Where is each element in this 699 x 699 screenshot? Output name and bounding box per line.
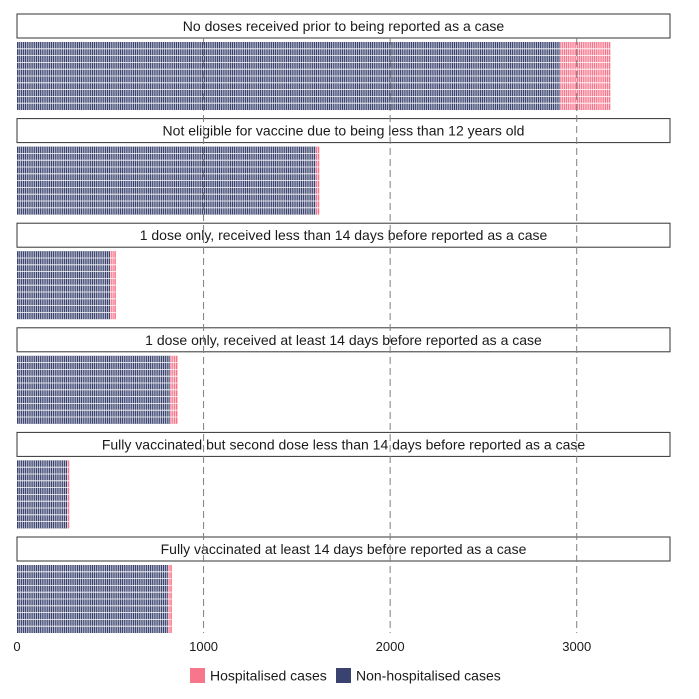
facet-panel-6: Fully vaccinated at least 14 days before… [16, 536, 671, 633]
facet-title: 1 dose only, received less than 14 days … [140, 227, 548, 243]
waffle-grid [17, 460, 70, 529]
waffle-grid [17, 146, 320, 215]
x-tick-label: 1000 [189, 639, 218, 654]
grid-layer [203, 38, 578, 633]
facet-strip [16, 118, 671, 144]
facet-panel-2: Not eligible for vaccine due to being le… [16, 118, 671, 215]
legend-item: Non-hospitalised cases [336, 668, 501, 684]
facet-title: Fully vaccinated at least 14 days before… [161, 541, 527, 557]
legend-label: Hospitalised cases [210, 668, 327, 684]
legend-swatch [336, 668, 351, 683]
legend: Hospitalised cases Non-hospitalised cases [190, 668, 501, 684]
x-tick-label: 0 [13, 639, 20, 654]
facet-strip [16, 327, 671, 353]
facet-strip [16, 431, 671, 457]
waffle-grid [17, 565, 172, 633]
facet-strip [16, 222, 671, 248]
facet-panel-5: Fully vaccinated but second dose less th… [16, 431, 671, 529]
facet-panel-4: 1 dose only, received at least 14 days b… [16, 327, 671, 424]
facet-title: Fully vaccinated but second dose less th… [102, 436, 586, 452]
facet-strip [16, 536, 671, 562]
x-tick-label: 2000 [376, 639, 405, 654]
x-tick-label: 3000 [562, 639, 591, 654]
waffle-grid [17, 42, 611, 110]
waffle-grid [17, 355, 178, 424]
legend-item: Hospitalised cases [190, 668, 327, 684]
legend-swatch [190, 668, 205, 683]
legend-label: Non-hospitalised cases [356, 668, 501, 684]
facet-title: 1 dose only, received at least 14 days b… [145, 332, 542, 348]
facet-panel-1: No doses received prior to being reporte… [16, 13, 671, 110]
x-axis-ticks: 0 1000 2000 3000 [13, 639, 591, 654]
facet-title: No doses received prior to being reporte… [183, 18, 505, 34]
facet-panel-3: 1 dose only, received less than 14 days … [16, 222, 671, 320]
panels-layer: No doses received prior to being reporte… [16, 13, 671, 633]
waffle-grid [17, 251, 116, 320]
facet-strip [16, 13, 671, 39]
facet-title: Not eligible for vaccine due to being le… [163, 123, 525, 139]
